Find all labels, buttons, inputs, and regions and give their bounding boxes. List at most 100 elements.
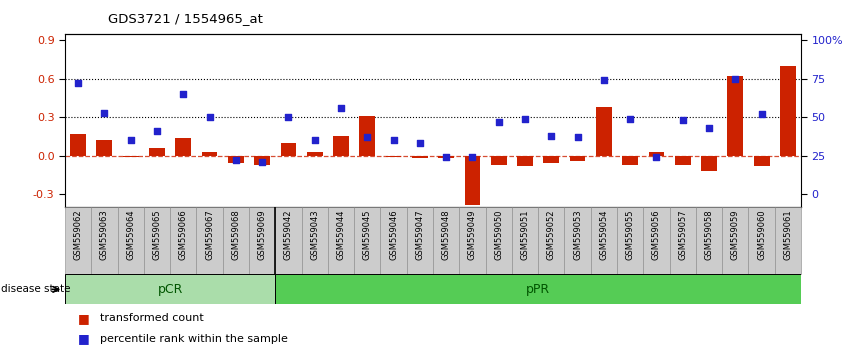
Text: percentile rank within the sample: percentile rank within the sample [100,334,288,344]
Text: GSM559059: GSM559059 [731,209,740,259]
Bar [643,207,669,274]
Text: pCR: pCR [158,283,183,296]
Bar [307,153,322,156]
Text: GSM559043: GSM559043 [310,209,320,260]
Bar [328,207,354,274]
Text: GSM559053: GSM559053 [573,209,582,260]
Point [675,118,689,123]
Point [754,111,768,117]
Point [518,116,532,121]
Bar [591,207,617,274]
Bar [223,207,249,274]
Bar [696,207,722,274]
Point [98,110,112,115]
Point [360,135,374,140]
Bar [407,207,433,274]
Text: GSM559057: GSM559057 [678,209,688,260]
Text: GSM559067: GSM559067 [205,209,214,260]
Text: GSM559049: GSM559049 [468,209,477,259]
Point [492,119,506,125]
Point [203,114,216,120]
Bar [249,207,275,274]
Point [439,154,453,160]
Bar [149,148,165,156]
Point [571,135,585,140]
Bar [748,207,775,274]
Text: GSM559045: GSM559045 [363,209,372,259]
Bar [596,107,611,156]
Text: disease state: disease state [1,284,70,295]
Text: GSM559064: GSM559064 [126,209,135,260]
Bar [775,207,801,274]
Bar [722,207,748,274]
Bar [70,134,86,156]
Bar [727,76,743,156]
Text: GSM559060: GSM559060 [757,209,766,260]
Bar [491,156,507,165]
Point [307,137,321,143]
Point [728,76,742,81]
Point [545,133,559,138]
Text: GSM559055: GSM559055 [625,209,635,259]
Point [255,159,269,165]
Point [71,80,85,86]
Bar [433,207,459,274]
Bar [275,207,301,274]
Text: GSM559063: GSM559063 [100,209,109,260]
Point [597,77,611,83]
Bar [486,207,512,274]
Point [229,158,242,163]
Text: GSM559062: GSM559062 [74,209,82,260]
Text: GSM559047: GSM559047 [416,209,424,260]
Text: GSM559050: GSM559050 [494,209,503,259]
Bar [354,207,380,274]
Point [781,23,795,29]
Text: GSM559058: GSM559058 [705,209,714,260]
Text: GSM559048: GSM559048 [442,209,450,260]
Text: GSM559065: GSM559065 [152,209,161,260]
Text: transformed count: transformed count [100,313,204,323]
Bar [228,156,243,163]
Bar [780,66,796,156]
Bar [96,140,113,156]
Bar [675,156,691,165]
Bar [669,207,696,274]
Bar [412,156,428,158]
Bar [459,207,486,274]
Bar [544,156,559,164]
Point [650,154,663,160]
Text: GSM559066: GSM559066 [178,209,188,260]
Bar [118,207,144,274]
Bar [275,274,801,304]
Point [124,137,138,143]
Bar [123,156,139,157]
Text: pPR: pPR [526,283,550,296]
Text: GSM559069: GSM559069 [257,209,267,260]
Bar [202,153,217,156]
Bar [701,156,717,171]
Text: GDS3721 / 1554965_at: GDS3721 / 1554965_at [108,12,263,25]
Bar [623,156,638,165]
Bar [649,152,664,156]
Text: GSM559044: GSM559044 [337,209,346,259]
Bar [255,156,270,165]
Text: GSM559054: GSM559054 [599,209,609,259]
Text: GSM559051: GSM559051 [520,209,529,259]
Bar [359,116,375,156]
Bar [281,143,296,156]
Point [624,116,637,121]
Text: GSM559046: GSM559046 [389,209,398,260]
Text: GSM559068: GSM559068 [231,209,241,260]
Bar [438,156,454,158]
Bar [464,156,481,205]
Text: GSM559061: GSM559061 [784,209,792,260]
Bar [385,156,402,157]
Point [281,114,295,120]
Bar [538,207,565,274]
Text: GSM559056: GSM559056 [652,209,661,260]
Bar [570,156,585,161]
Text: GSM559052: GSM559052 [546,209,556,259]
Point [702,125,716,131]
Bar [170,207,197,274]
Point [466,154,480,160]
